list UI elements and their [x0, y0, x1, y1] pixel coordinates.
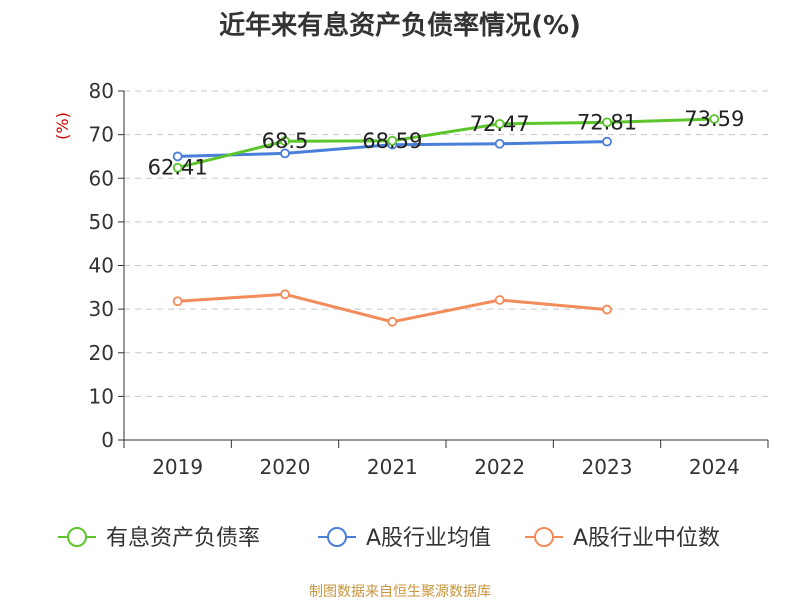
- y-tick-label: 70: [89, 123, 114, 147]
- data-point: [387, 316, 398, 327]
- y-tick-label: 50: [89, 210, 114, 234]
- y-axis-label: (%): [53, 112, 72, 140]
- x-tick-label: 2022: [474, 455, 525, 479]
- data-point: [172, 296, 183, 307]
- data-point: [280, 148, 290, 159]
- data-point: [602, 136, 612, 147]
- x-tick-label: 2024: [689, 455, 740, 479]
- legend-marker: [534, 527, 554, 547]
- data-point: [172, 151, 183, 162]
- data-point: [709, 114, 720, 124]
- legend-item-1: A股行业均值: [318, 526, 491, 551]
- data-labels: 62.41 68.5 68.59 72.47 72.81 73.59: [148, 107, 745, 180]
- y-tick-label: 20: [89, 341, 114, 365]
- source-note: 制图数据来自恒生聚源数据库: [309, 584, 491, 600]
- grid-lines: [124, 90, 768, 397]
- chart-title: 近年来有息资产负债率情况(%): [219, 10, 581, 41]
- legend-marker: [67, 527, 87, 547]
- data-label: 68.5: [262, 129, 309, 153]
- legend-item-2: A股行业中位数: [525, 526, 720, 551]
- legend: 有息资产负债率 A股行业均值 A股行业中位数: [58, 526, 720, 551]
- data-point: [494, 118, 505, 129]
- legend-item-0: 有息资产负债率: [58, 526, 260, 551]
- data-point: [172, 162, 183, 173]
- y-tick-label: 10: [89, 384, 114, 408]
- x-tick-label: 2021: [367, 455, 418, 479]
- data-label: 73.59: [684, 107, 744, 131]
- y-tick-label: 80: [89, 79, 114, 103]
- x-tick-label: 2020: [260, 455, 311, 479]
- data-point: [280, 136, 290, 147]
- y-tick-label: 30: [89, 297, 114, 321]
- data-point: [602, 117, 612, 128]
- series-lines: [172, 114, 720, 327]
- data-label: 68.59: [362, 129, 422, 153]
- axes: 0 10 20 30 40 50 60 70 80 2019 2020 2021 2022 2023 202…: [89, 79, 769, 479]
- data-point: [387, 135, 398, 146]
- x-tick-label: 2023: [582, 455, 633, 479]
- y-tick-label: 60: [89, 166, 114, 190]
- y-tick-label: 40: [89, 254, 114, 278]
- legend-marker: [327, 527, 347, 547]
- legend-label: 有息资产负债率: [106, 526, 260, 551]
- data-point: [494, 295, 505, 305]
- data-label: 72.81: [577, 110, 637, 134]
- series-line-0: [177, 117, 715, 170]
- data-label: 62.41: [148, 156, 208, 180]
- x-tick-label: 2019: [152, 455, 203, 479]
- data-point: [602, 304, 612, 315]
- data-point: [494, 138, 505, 149]
- y-tick-label: 0: [101, 428, 114, 452]
- data-point: [280, 289, 290, 300]
- legend-label: A股行业均值: [366, 526, 491, 551]
- data-label: 72.47: [470, 112, 530, 136]
- legend-label: A股行业中位数: [573, 526, 720, 551]
